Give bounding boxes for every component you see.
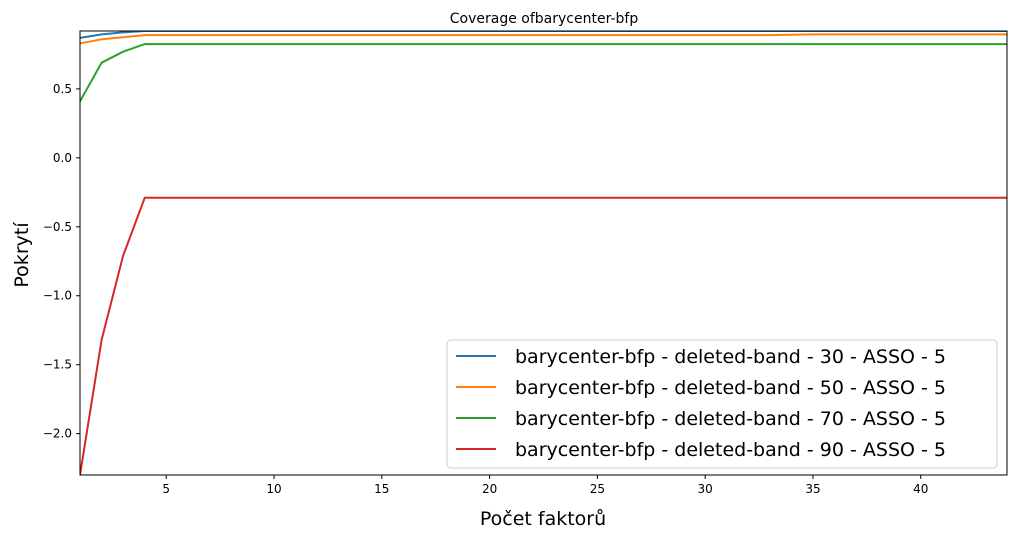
x-tick-label: 35 [805,482,820,496]
x-axis: 5 10 15 20 25 30 35 40 [162,475,928,496]
x-tick-label: 40 [913,482,928,496]
y-tick-label: −2.0 [43,427,72,441]
series-line-2 [80,33,1007,45]
legend: barycenter-bfp - deleted-band - 30 - ASS… [446,339,998,469]
x-axis-label: Počet faktorů [480,508,606,530]
series-line-4 [80,196,1007,475]
x-tick-label: 15 [374,482,389,496]
chart-title: Coverage ofbarycenter-bfp [450,11,639,27]
y-tick-label: −0.5 [43,220,72,234]
y-tick-label: 0.5 [53,82,72,96]
legend-frame [446,339,998,469]
x-tick-label: 20 [482,482,497,496]
y-tick-label: −1.5 [43,358,72,372]
legend-label-3: barycenter-bfp - deleted-band - 70 - ASS… [515,408,946,430]
series-line-1 [80,31,1007,39]
y-tick-label: 0.0 [53,151,72,165]
legend-label-1: barycenter-bfp - deleted-band - 30 - ASS… [515,346,946,368]
y-tick-label: −1.0 [43,289,72,303]
series-layer [80,31,1007,475]
x-tick-label: 10 [266,482,281,496]
x-tick-label: 25 [590,482,605,496]
series-line-3 [80,43,1007,103]
x-tick-label: 5 [162,482,170,496]
y-axis-label: Pokrytí [11,222,33,288]
legend-label-2: barycenter-bfp - deleted-band - 50 - ASS… [515,377,946,399]
y-axis: −2.0 −1.5 −1.0 −0.5 0.0 0.5 [43,82,80,441]
x-tick-label: 30 [698,482,713,496]
legend-label-4: barycenter-bfp - deleted-band - 90 - ASS… [515,439,946,461]
plot-frame [79,30,1008,476]
